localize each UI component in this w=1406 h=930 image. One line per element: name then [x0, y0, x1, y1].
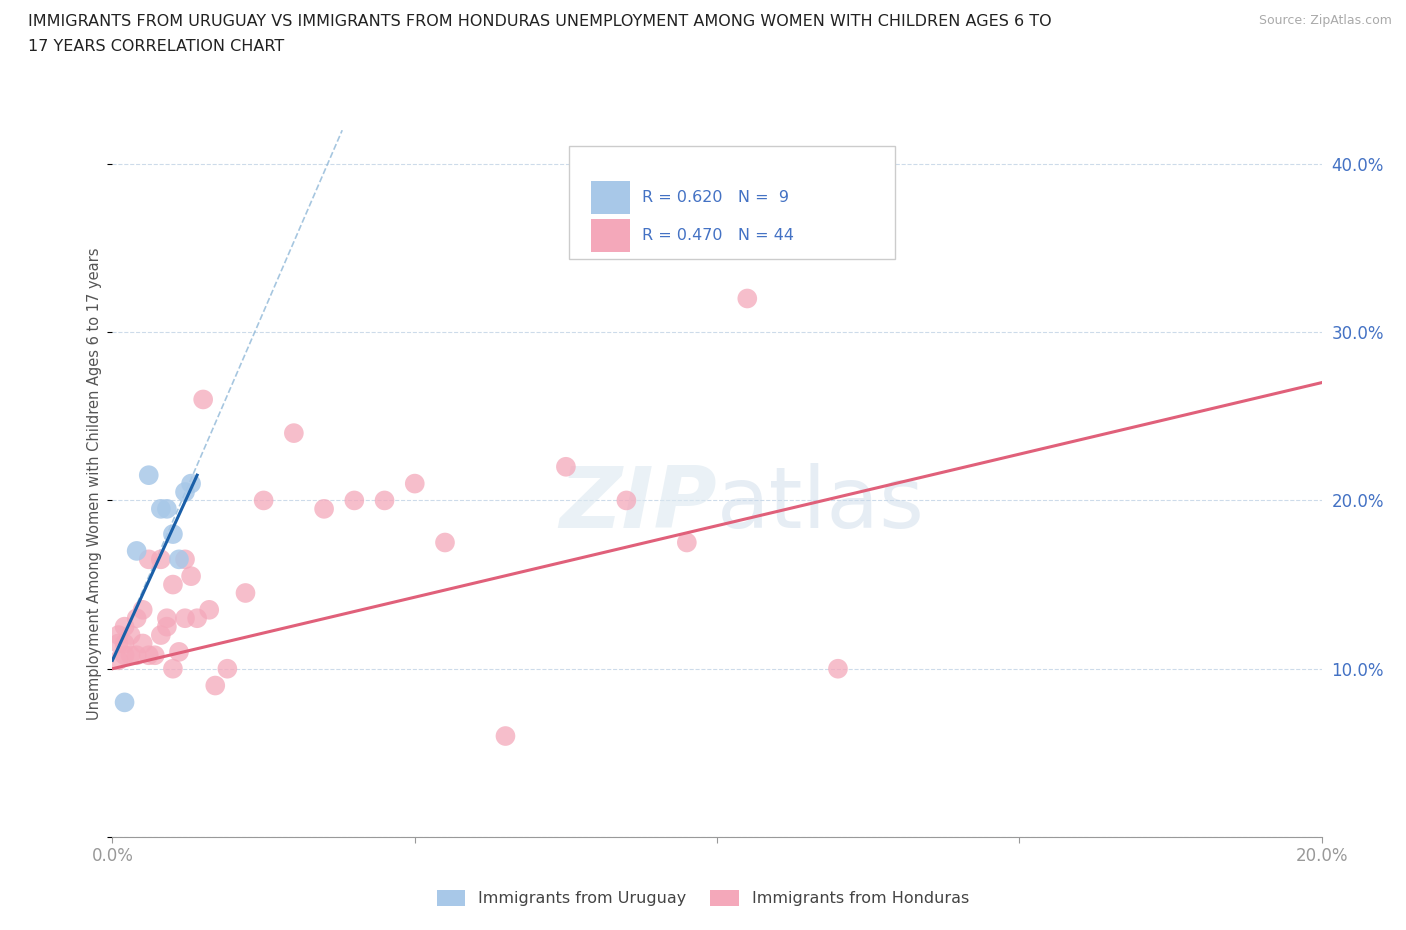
Point	[737, 291, 759, 306]
Point	[156, 501, 179, 516]
Point	[120, 628, 142, 643]
Point	[217, 661, 239, 676]
Point	[107, 636, 129, 651]
Text: R = 0.470   N = 44: R = 0.470 N = 44	[643, 228, 794, 243]
Point	[343, 493, 366, 508]
Point	[495, 728, 517, 743]
Point	[616, 493, 638, 508]
Point	[107, 628, 129, 643]
Point	[253, 493, 276, 508]
Point	[132, 636, 155, 651]
Point	[149, 501, 172, 516]
Point	[107, 653, 129, 668]
Point	[314, 501, 336, 516]
Point	[191, 392, 214, 407]
Point	[125, 543, 148, 558]
Point	[174, 485, 197, 499]
Point	[114, 619, 136, 634]
Text: ZIP: ZIP	[560, 463, 717, 546]
Legend: Immigrants from Uruguay, Immigrants from Honduras: Immigrants from Uruguay, Immigrants from…	[430, 884, 976, 912]
Point	[198, 603, 221, 618]
Point	[162, 661, 184, 676]
Point	[167, 644, 190, 659]
Point	[156, 611, 179, 626]
Point	[404, 476, 426, 491]
Point	[180, 569, 202, 584]
Text: 17 YEARS CORRELATION CHART: 17 YEARS CORRELATION CHART	[28, 39, 284, 54]
Point	[174, 611, 197, 626]
Point	[125, 648, 148, 663]
Point	[827, 661, 849, 676]
Point	[143, 648, 166, 663]
Point	[149, 551, 172, 566]
Point	[114, 636, 136, 651]
Point	[138, 648, 160, 663]
Point	[125, 611, 148, 626]
Text: IMMIGRANTS FROM URUGUAY VS IMMIGRANTS FROM HONDURAS UNEMPLOYMENT AMONG WOMEN WIT: IMMIGRANTS FROM URUGUAY VS IMMIGRANTS FR…	[28, 14, 1052, 29]
Point	[162, 526, 184, 541]
Point	[186, 611, 208, 626]
Point	[162, 578, 184, 592]
Point	[174, 551, 197, 566]
Point	[114, 648, 136, 663]
Point	[180, 476, 202, 491]
Point	[132, 603, 155, 618]
Point	[283, 426, 305, 441]
Point	[156, 619, 179, 634]
Point	[138, 551, 160, 566]
Point	[204, 678, 226, 693]
Text: atlas: atlas	[717, 463, 925, 546]
Point	[554, 459, 576, 474]
Point	[167, 551, 190, 566]
Text: Source: ZipAtlas.com: Source: ZipAtlas.com	[1258, 14, 1392, 27]
Point	[433, 535, 456, 550]
Point	[374, 493, 396, 508]
Point	[120, 648, 142, 663]
Point	[138, 468, 160, 483]
Point	[675, 535, 697, 550]
Point	[149, 628, 172, 643]
Point	[235, 586, 257, 601]
Y-axis label: Unemployment Among Women with Children Ages 6 to 17 years: Unemployment Among Women with Children A…	[87, 247, 101, 720]
Text: R = 0.620   N =  9: R = 0.620 N = 9	[643, 190, 789, 205]
Point	[114, 695, 136, 710]
